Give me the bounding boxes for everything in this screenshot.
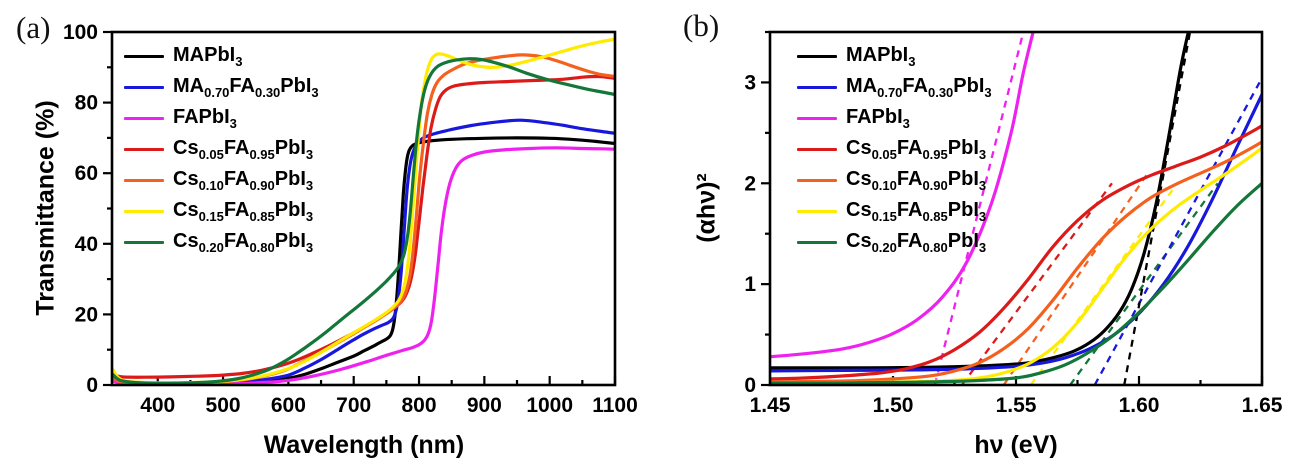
panel-b-tangent-cs05fa95: [960, 182, 1113, 385]
panel-a-curve-cs20fa80: [112, 57, 615, 385]
legend-label-cs15fa85: Cs0.15FA0.85PbI3: [846, 199, 987, 224]
svg-text:1: 1: [744, 273, 756, 296]
panel-b-legend-item-cs15fa85: Cs0.15FA0.85PbI3: [797, 196, 992, 227]
svg-text:900: 900: [467, 394, 502, 417]
legend-label-cs20fa80: Cs0.20FA0.80PbI3: [846, 230, 987, 255]
svg-text:1.50: 1.50: [873, 394, 914, 417]
panel-b-curve-cs05fa95: [770, 124, 1262, 381]
svg-text:40: 40: [75, 233, 98, 256]
panel-a-tag: (a): [16, 10, 51, 45]
panel-a-legend-item-cs20fa80: Cs0.20FA0.80PbI3: [124, 227, 319, 258]
legend-label-ma70fa30: MA0.70FA0.30PbI3: [846, 75, 992, 100]
panel-a-curve-fapbi3: [112, 146, 615, 385]
panel-b-legend-item-cs05fa95: Cs0.05FA0.95PbI3: [797, 134, 992, 165]
panel-a-ytick-labels: 0 20 40 60 80 100: [63, 21, 98, 397]
svg-text:1.55: 1.55: [996, 394, 1037, 417]
panel-b-curve-cs20fa80: [770, 181, 1262, 385]
panel-b-plot: 1.45 1.50 1.55 1.60 1.65 0 1 2 3: [744, 30, 1283, 417]
svg-text:2: 2: [744, 172, 756, 195]
legend-label-cs05fa95: Cs0.05FA0.95PbI3: [846, 137, 987, 162]
panel-b-legend-item-fapbi3: FAPbI3: [797, 103, 992, 134]
panel-a-legend-item-mapbi3: MAPbI3: [124, 41, 319, 72]
panel-b-xtick-labels: 1.45 1.50 1.55 1.60 1.65: [750, 394, 1283, 417]
panel-a-legend-item-cs05fa95: Cs0.05FA0.95PbI3: [124, 134, 319, 165]
legend-label-cs05fa95: Cs0.05FA0.95PbI3: [173, 137, 314, 162]
panel-a-xtick-labels: 400 500 600 700 800 900 1000 1100: [140, 394, 638, 417]
panel-a-curve-cs15fa85: [112, 37, 615, 385]
panel-b-tangent-mapbi3: [1123, 32, 1192, 385]
legend-label-mapbi3: MAPbI3: [846, 44, 916, 69]
panel-b-legend-item-cs10fa90: Cs0.10FA0.90PbI3: [797, 165, 992, 196]
legend-swatch-cs15fa85: [797, 209, 837, 214]
panel-b-curve-fapbi3: [770, 32, 1035, 359]
svg-text:100: 100: [63, 21, 98, 44]
svg-text:700: 700: [336, 394, 371, 417]
legend-label-mapbi3: MAPbI3: [173, 44, 243, 69]
legend-swatch-cs20fa80: [797, 240, 837, 245]
svg-text:1.60: 1.60: [1119, 394, 1160, 417]
svg-text:1100: 1100: [592, 394, 638, 417]
svg-text:3: 3: [744, 71, 756, 94]
panel-a-legend-item-fapbi3: FAPbI3: [124, 103, 319, 134]
legend-swatch-cs10fa90: [797, 178, 837, 183]
panel-b-tangent-ma70fa30: [1093, 81, 1261, 385]
panel-b-frame: [768, 30, 1264, 387]
panel-a-legend-item-ma70fa30: MA0.70FA0.30PbI3: [124, 72, 319, 103]
panel-b-tangent-cs20fa80: [1069, 182, 1219, 385]
svg-text:20: 20: [75, 303, 98, 326]
svg-text:60: 60: [75, 162, 98, 185]
panel-a-legend: MAPbI3 MA0.70FA0.30PbI3 FAPbI3 Cs0.05FA0.95…: [124, 41, 319, 258]
legend-label-cs10fa90: Cs0.10FA0.90PbI3: [173, 168, 314, 193]
panel-a-frame: [110, 30, 617, 387]
legend-label-cs20fa80: Cs0.20FA0.80PbI3: [173, 230, 314, 255]
panel-b-legend: MAPbI3 MA0.70FA0.30PbI3 FAPbI3 Cs0.05FA0.95…: [797, 41, 992, 258]
legend-swatch-fapbi3: [797, 116, 837, 121]
legend-swatch-ma70fa30: [124, 85, 164, 90]
legend-label-ma70fa30: MA0.70FA0.30PbI3: [173, 75, 319, 100]
svg-text:500: 500: [206, 394, 241, 417]
panel-a-xaxis-title: Wavelength (nm): [263, 431, 465, 459]
legend-swatch-fapbi3: [124, 116, 164, 121]
legend-swatch-ma70fa30: [797, 85, 837, 90]
panel-b-curve-cs10fa90: [770, 140, 1262, 384]
legend-swatch-cs20fa80: [124, 240, 164, 245]
svg-text:80: 80: [75, 92, 98, 115]
svg-text:800: 800: [402, 394, 437, 417]
svg-text:1.65: 1.65: [1242, 394, 1283, 417]
legend-swatch-cs10fa90: [124, 178, 164, 183]
svg-text:400: 400: [140, 394, 175, 417]
panel-b-legend-item-mapbi3: MAPbI3: [797, 41, 992, 72]
legend-swatch-mapbi3: [797, 54, 837, 59]
legend-label-fapbi3: FAPbI3: [173, 106, 237, 131]
svg-text:0: 0: [744, 374, 756, 397]
legend-swatch-cs05fa95: [797, 147, 837, 152]
panel-b-legend-item-ma70fa30: MA0.70FA0.30PbI3: [797, 72, 992, 103]
panel-b-yaxis-title: (αhν)²: [692, 173, 721, 243]
panel-a-legend-item-cs10fa90: Cs0.10FA0.90PbI3: [124, 165, 319, 196]
panel-a-legend-item-cs15fa85: Cs0.15FA0.85PbI3: [124, 196, 319, 227]
panel-b-curve-ma70fa30: [770, 92, 1262, 373]
svg-text:1000: 1000: [526, 394, 573, 417]
svg-text:0: 0: [86, 374, 98, 397]
legend-label-cs10fa90: Cs0.10FA0.90PbI3: [846, 168, 987, 193]
panel-b-xaxis-title: hν (eV): [974, 431, 1058, 459]
svg-text:600: 600: [271, 394, 306, 417]
legend-swatch-cs05fa95: [124, 147, 164, 152]
panel-b-legend-item-cs20fa80: Cs0.20FA0.80PbI3: [797, 227, 992, 258]
panel-b-tag: (b): [683, 8, 720, 43]
panel-a-axis-ticks: [103, 30, 617, 387]
panel-b-tangent-cs10fa90: [1002, 174, 1148, 385]
panel-b-ytick-labels: 0 1 2 3: [744, 71, 756, 397]
legend-swatch-mapbi3: [124, 54, 164, 59]
legend-label-cs15fa85: Cs0.15FA0.85PbI3: [173, 199, 314, 224]
legend-swatch-cs15fa85: [124, 209, 164, 214]
panel-a-yaxis-title: Transmittance (%): [31, 100, 60, 316]
svg-text:1.45: 1.45: [750, 394, 791, 417]
legend-label-fapbi3: FAPbI3: [846, 106, 910, 131]
panel-b-tangent-fapbi3: [933, 32, 1025, 385]
panel-a-plot: 400 500 600 700 800 900 1000 1100 0 20 40 60 80 100: [63, 21, 638, 417]
